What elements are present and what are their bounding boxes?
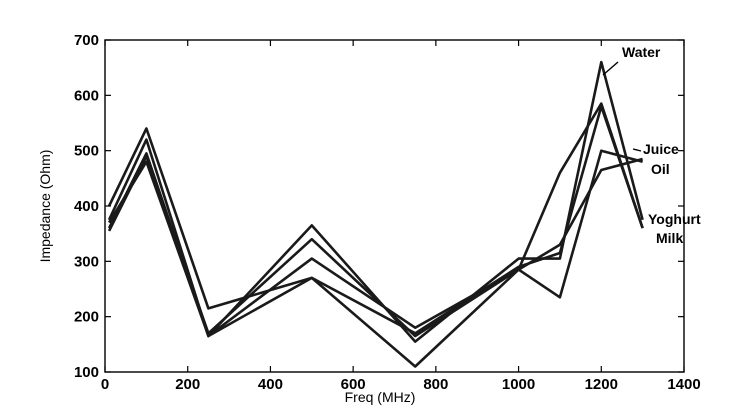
- axis-ticks: [104, 39, 685, 373]
- series-line-water: [107, 102, 644, 368]
- annotation-water: Water: [622, 44, 661, 60]
- tick-labels: 0 200 400 600 800 1000 1200 1400 100 200 300 400 500…: [74, 32, 701, 393]
- annotation-yoghurt: Yoghurt: [648, 211, 701, 227]
- y-tick-label-100: 100: [74, 364, 99, 381]
- y-tick-label-400: 400: [74, 198, 99, 215]
- series-lines: [107, 60, 644, 368]
- y-axis-label: Impedance (Ohm): [37, 150, 53, 263]
- x-tick-label-200: 200: [175, 376, 200, 393]
- y-tick-label-300: 300: [74, 253, 99, 270]
- leader-juice: [632, 148, 642, 152]
- annotation-oil: Oil: [651, 161, 670, 177]
- x-tick-label-1000: 1000: [502, 376, 535, 393]
- x-tick-label-1400: 1400: [667, 376, 700, 393]
- series-line-milk: [107, 105, 644, 338]
- annotation-juice: Juice: [643, 141, 679, 157]
- y-tick-label-600: 600: [74, 87, 99, 104]
- leader-water: [602, 61, 619, 76]
- x-tick-label-1200: 1200: [585, 376, 618, 393]
- x-tick-label-400: 400: [258, 376, 283, 393]
- x-tick-label-800: 800: [423, 376, 448, 393]
- series-line-juice: [107, 60, 644, 343]
- y-tick-label-700: 700: [74, 32, 99, 49]
- y-tick-label-200: 200: [74, 309, 99, 326]
- y-tick-label-500: 500: [74, 143, 99, 160]
- annotation-milk: Milk: [656, 230, 683, 246]
- series-annotations: Water Juice Oil Yoghurt Milk: [602, 44, 701, 246]
- x-tick-label-0: 0: [101, 376, 109, 393]
- x-axis-label: Freq (MHz): [345, 389, 416, 405]
- series-line-yoghurt: [107, 157, 643, 338]
- x-tick-label-600: 600: [341, 376, 366, 393]
